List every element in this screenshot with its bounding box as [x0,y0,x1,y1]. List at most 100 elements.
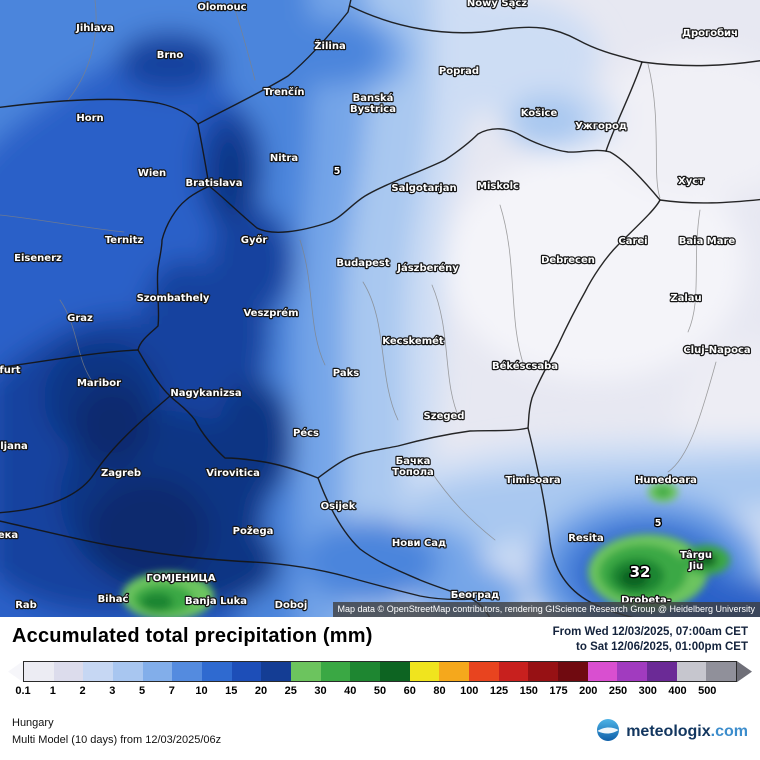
colorbar-segment [409,662,440,682]
colorbar-tick-label: 1 [49,685,56,698]
colorbar-segment [528,662,559,682]
colorbar-tick-label: 150 [519,685,538,698]
city-label: Salgotarjan [391,183,456,194]
city-labels: Jihlava Brno Olomouc Nowy Sącz Žilina Trenčín… [0,0,752,612]
city-label: Virovitica [206,468,260,479]
city-label: Zagreb [101,468,141,479]
colorbar-segment [261,662,292,682]
city-label: Nagykanizsa [170,388,241,399]
page-title: Accumulated total precipitation (mm) [12,625,373,648]
colorbar-tick-label: 250 [608,685,628,698]
colorbar-tick-label: 10 [195,685,208,698]
date-range: From Wed 12/03/2025, 07:00am CET to Sat … [553,625,748,655]
city-label: Trenčín [263,86,304,98]
precip-value-annotation: 32 [630,563,651,581]
colorbar-tick-label: 60 [403,685,416,698]
city-label: Nitra [270,153,298,164]
city-label: Baia Mare [679,236,736,247]
country-borders [0,0,760,618]
city-label: Veszprém [243,307,298,319]
city-label: Бачка Топола [392,456,434,478]
precipitation-map[interactable]: Jihlava Brno Olomouc Nowy Sącz Žilina Trenčín… [0,0,760,618]
city-label: Nowy Sącz [467,0,527,9]
region-label: Hungary [12,716,54,729]
city-label: Olomouc [197,2,246,13]
precip-heavy-cores [122,482,730,618]
colorbar-tick-label: 125 [489,685,509,698]
colorbar-tick-label: 80 [433,685,446,698]
colorbar-segment [83,662,114,682]
colorbar-tick-label: 15 [225,685,238,698]
colorbar-segment [706,662,737,682]
city-label: Budapest [336,258,390,269]
city-label: Хуст [678,176,704,187]
colorbar-tick-label: 100 [460,685,479,698]
city-label: Debrecen [541,255,595,266]
city-label: Horn [76,113,103,124]
colorbar-tick-label: 175 [549,685,568,698]
colorbar-segment [617,662,648,682]
colorbar-tick-label: 400 [668,685,687,698]
colorbar-left-arrow-icon [8,661,23,683]
colorbar-segments [23,661,737,683]
city-label: Poprad [439,66,479,77]
city-label: Požega [233,525,274,537]
colorbar-tick-label: 200 [579,685,598,698]
city-label: Rab [15,600,37,611]
date-to: to Sat 12/06/2025, 01:00pm CET [576,641,748,654]
city-label: ГОМЈЕНИЦА [146,573,215,584]
city-label: Miskolc [477,181,519,192]
meteologix-globe-icon [596,718,620,747]
city-label: Ternitz [105,235,144,246]
city-label: Carei [618,236,647,247]
colorbar-segment [498,662,529,682]
colorbar-segment [380,662,410,682]
colorbar-tick-label: 2 [79,685,86,698]
colorbar-segment [231,662,262,682]
city-label: Târgu Jiu [680,549,712,572]
colorbar-tick-label: 300 [638,685,657,698]
city-label: Banja Luka [185,596,247,607]
colorbar-segment [113,662,143,682]
model-info: Multi Model (10 days) from 12/03/2025/06… [12,734,222,747]
precip-value-annotation: 5 [655,518,662,529]
city-label: Hunedoara [635,475,697,486]
date-from: From Wed 12/03/2025, 07:00am CET [552,626,748,639]
colorbar-segment [202,662,232,682]
colorbar-segment [291,662,321,682]
meteologix-logo[interactable]: meteologix.com [596,718,748,747]
legend-header: Accumulated total precipitation (mm) Fro… [12,625,748,655]
colorbar-tick-label: 5 [138,685,146,698]
city-label: Timisoara [505,475,560,486]
map-canvas[interactable]: Jihlava Brno Olomouc Nowy Sącz Žilina Trenčín… [0,0,760,618]
city-label: Jihlava [75,23,114,34]
city-label: Cluj-Napoca [683,345,750,356]
precip-value-annotation: 5 [334,166,341,177]
city-label: Paks [333,368,359,379]
colorbar-segment [350,662,381,682]
colorbar-segment [24,662,54,682]
city-label: Maribor [77,378,121,389]
precipitation-colorbar [8,661,752,683]
colorbar-tick-label: 25 [284,685,297,698]
city-label: Eisenerz [14,253,62,264]
city-label: Szombathely [137,293,210,304]
city-label: Žilina [314,39,345,52]
colorbar-segment [647,662,677,682]
colorbar-segment [587,662,618,682]
city-label: furt [0,365,21,376]
city-label: Ужгород [575,121,627,132]
city-label: Bratislava [186,178,243,189]
colorbar-segment [142,662,173,682]
city-label: Jászberény [396,262,459,274]
city-label: Дрогобич [682,27,738,39]
colorbar-segment [469,662,499,682]
colorbar-tick-label: 20 [254,685,268,698]
footer: Hungary Multi Model (10 days) from 12/03… [0,709,760,760]
city-label: Szeged [424,411,465,422]
city-label: Нови Сад [392,538,446,549]
city-label: Osijek [321,501,356,512]
city-label: Zalau [670,293,701,304]
colorbar-tick-labels: 0.1 1 2 3 5 7 10 15 20 25 30 40 50 60 80 100 125 150 175 20… [15,685,737,701]
city-label: Banská Bystrica [350,92,396,115]
